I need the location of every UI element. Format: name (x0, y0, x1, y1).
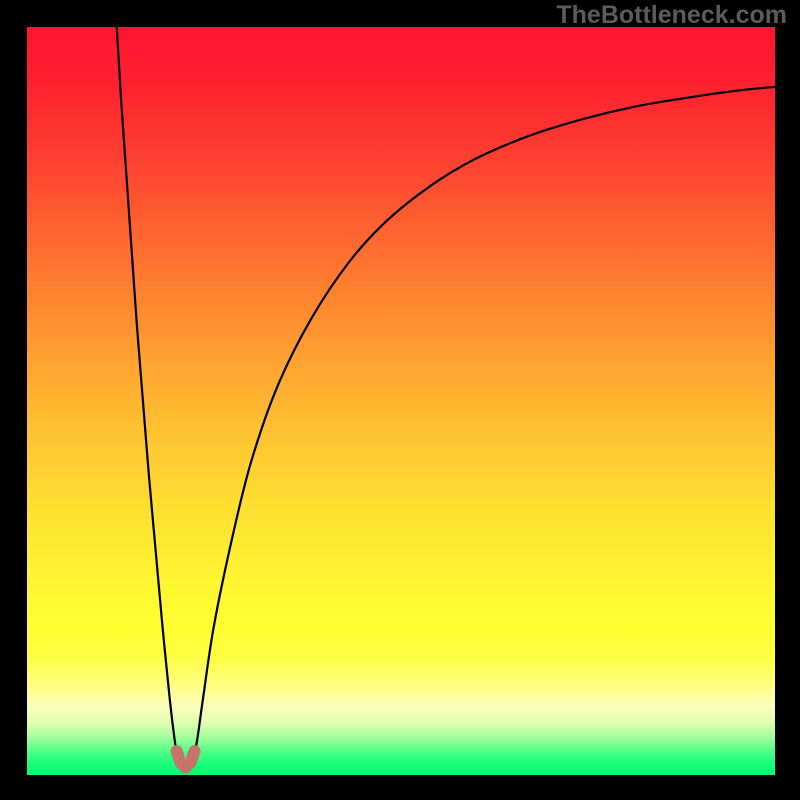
chart-svg (27, 27, 775, 775)
chart-container: TheBottleneck.com (0, 0, 800, 800)
watermark-text: TheBottleneck.com (556, 1, 787, 30)
plot-area (27, 27, 775, 775)
gradient-background (27, 27, 775, 775)
